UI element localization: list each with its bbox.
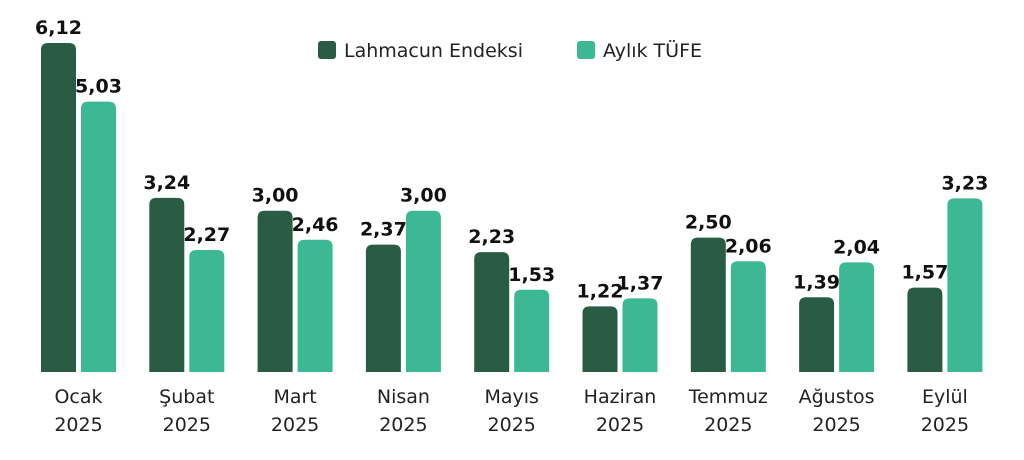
data-label-tufe-7: 2,04 [833,236,880,258]
x-tick-year-2: 2025 [271,414,319,436]
bar-tufe-7 [839,262,875,372]
x-tick-month-7: Ağustos [799,386,875,408]
data-label-lahmacun-6: 2,50 [685,212,732,234]
value-labels-layer: 6,12 5,03 3,24 2,27 3,00 2,46 2,37 3,00 2,23 1,53… [35,17,988,302]
bar-tufe-4 [514,289,550,372]
bar-lahmacun-3 [365,244,401,372]
data-label-lahmacun-1: 3,24 [143,172,190,194]
x-tick-month-2: Mart [273,386,316,408]
x-axis-ticks: Ocak 2025 Şubat 2025 Mart 2025 Nisan 2025 Mayıs 2… [54,386,969,436]
x-tick-year-1: 2025 [163,414,211,436]
bars-layer [41,43,983,372]
data-label-lahmacun-0: 6,12 [35,17,82,39]
x-tick-year-6: 2025 [704,414,752,436]
x-tick-month-1: Şubat [159,386,214,408]
x-tick-month-3: Nisan [377,386,430,408]
data-label-lahmacun-7: 1,39 [793,271,840,293]
data-label-lahmacun-4: 2,23 [468,226,515,248]
legend-swatch-lahmacun [318,41,336,59]
legend-label-tufe: Aylık TÜFE [603,39,702,62]
x-tick-year-3: 2025 [379,414,427,436]
data-label-tufe-6: 2,06 [725,235,772,257]
x-tick-year-4: 2025 [488,414,536,436]
x-tick-month-5: Haziran [584,386,657,408]
x-tick-month-8: Eylül [922,386,968,408]
bar-tufe-6 [730,261,766,372]
data-label-lahmacun-2: 3,00 [252,185,299,207]
x-tick-year-8: 2025 [921,414,969,436]
data-label-tufe-3: 3,00 [400,185,447,207]
data-label-tufe-0: 5,03 [75,76,122,98]
bar-tufe-2 [297,239,333,372]
data-label-lahmacun-8: 1,57 [901,262,948,284]
bar-lahmacun-2 [257,210,293,372]
bar-lahmacun-8 [907,287,943,372]
data-label-tufe-4: 1,53 [508,264,555,286]
legend-label-lahmacun: Lahmacun Endeksi [344,40,523,62]
x-tick-month-0: Ocak [54,386,102,408]
bar-lahmacun-0 [41,43,76,372]
x-tick-year-0: 2025 [54,414,102,436]
data-label-lahmacun-3: 2,37 [360,219,407,241]
x-tick-year-5: 2025 [596,414,644,436]
bar-lahmacun-4 [474,252,510,372]
x-tick-year-7: 2025 [812,414,860,436]
data-label-lahmacun-5: 1,22 [577,280,624,302]
bar-lahmacun-6 [690,237,726,372]
bar-lahmacun-1 [149,197,185,372]
data-label-tufe-1: 2,27 [183,224,230,246]
x-tick-month-6: Temmuz [688,386,768,408]
data-label-tufe-2: 2,46 [292,214,339,236]
legend: Lahmacun Endeksi Aylık TÜFE [318,39,702,62]
bar-lahmacun-7 [799,297,835,372]
x-tick-month-4: Mayıs [484,386,538,408]
legend-swatch-tufe [577,41,595,59]
bar-tufe-8 [947,198,983,372]
bar-tufe-0 [81,101,116,372]
data-label-tufe-8: 3,23 [941,172,988,194]
bar-tufe-3 [405,210,441,372]
bar-tufe-5 [622,298,658,372]
data-label-tufe-5: 1,37 [617,272,664,294]
bar-lahmacun-5 [582,306,618,372]
bar-tufe-1 [189,249,225,372]
